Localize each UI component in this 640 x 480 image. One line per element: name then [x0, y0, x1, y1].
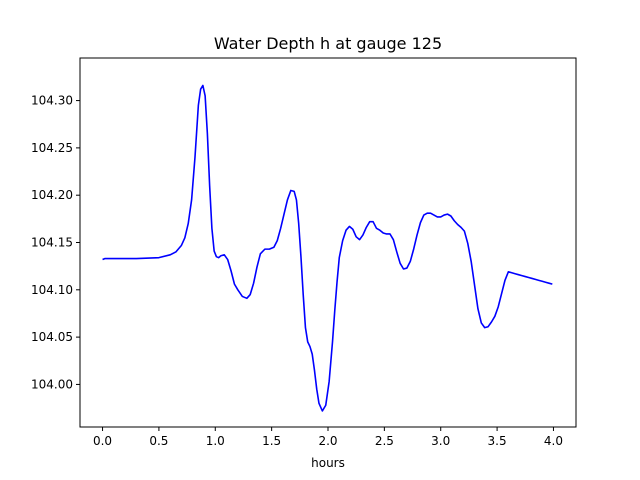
- x-axis: 0.0 0.5 1.0 1.5 2.0 2.5 3.0 3.5 4.0: [93, 427, 563, 448]
- x-tick-label: 4.0: [544, 434, 563, 448]
- x-tick-label: 3.0: [431, 434, 450, 448]
- y-tick-label: 104.15: [31, 236, 73, 250]
- x-tick-label: 1.0: [206, 434, 225, 448]
- y-tick-label: 104.30: [31, 94, 73, 108]
- y-tick-label: 104.25: [31, 141, 73, 155]
- plot-area: [102, 84, 553, 412]
- series-line: [102, 84, 553, 412]
- y-tick-label: 104.20: [31, 188, 73, 202]
- y-tick-label: 104.10: [31, 283, 73, 297]
- x-tick-label: 0.0: [93, 434, 112, 448]
- x-tick-label: 0.5: [149, 434, 168, 448]
- x-tick-label: 2.5: [375, 434, 394, 448]
- chart-title: Water Depth h at gauge 125: [214, 34, 442, 53]
- x-tick-label: 1.5: [262, 434, 281, 448]
- y-tick-label: 104.05: [31, 330, 73, 344]
- x-tick-label: 2.0: [318, 434, 337, 448]
- x-axis-label: hours: [311, 456, 345, 470]
- y-tick-label: 104.00: [31, 377, 73, 391]
- y-axis: 104.00 104.05 104.10 104.15 104.20 104.25 104.…: [31, 94, 80, 391]
- plot-frame: [79, 57, 577, 428]
- x-tick-label: 3.5: [488, 434, 507, 448]
